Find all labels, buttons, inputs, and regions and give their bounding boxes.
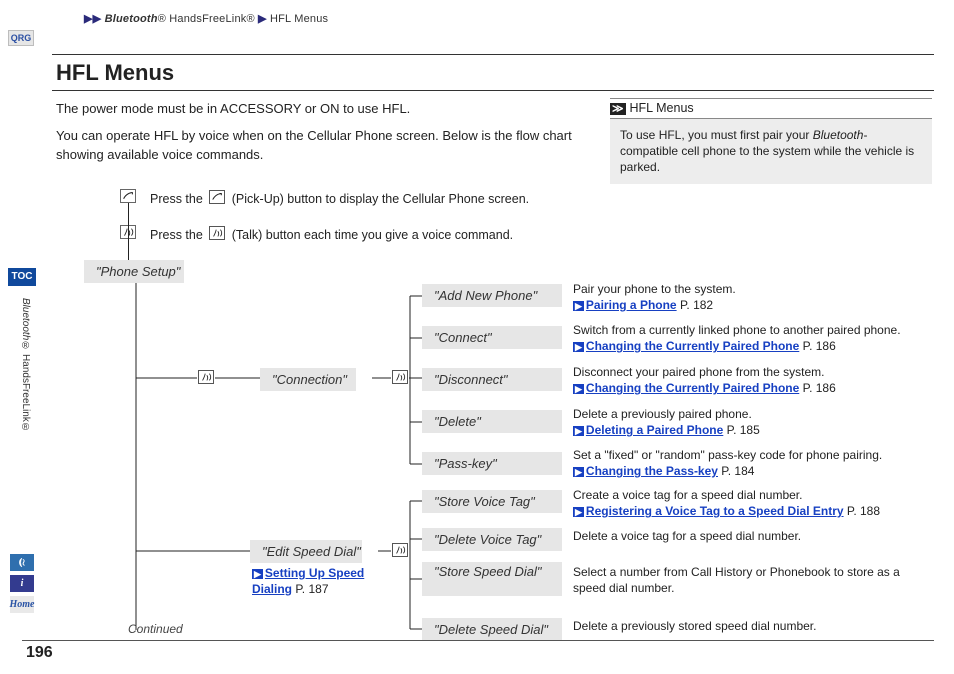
talk-branch-icon (392, 543, 408, 557)
desc-text: Set a "fixed" or "random" pass-key code … (573, 448, 882, 462)
cmd-delete-voice-tag: "Delete Voice Tag" (422, 528, 562, 551)
rule-bottom (22, 640, 934, 641)
desc-text: Pair your phone to the system. (573, 282, 736, 296)
link-page: P. 188 (844, 504, 880, 518)
info-icon[interactable]: i (10, 575, 34, 592)
link-page: P. 185 (723, 423, 759, 437)
breadcrumb-seg-1-name: Bluetooth (105, 13, 158, 25)
flow-line-top (128, 203, 129, 263)
tab-toc[interactable]: TOC (8, 268, 36, 286)
breadcrumb-seg-2: HFL Menus (270, 13, 328, 25)
cmd-connect: "Connect" (422, 326, 562, 349)
pickup-inline-icon (209, 190, 225, 204)
link-changing-passkey[interactable]: Changing the Pass-key (586, 464, 718, 478)
link-page: P. 186 (799, 381, 835, 395)
desc-text: Create a voice tag for a speed dial numb… (573, 488, 802, 502)
cmd-phone-setup: "Phone Setup" (84, 260, 184, 283)
cmd-delete: "Delete" (422, 410, 562, 433)
instruction-talk: Press the (Talk) button each time you gi… (150, 226, 513, 242)
page-title: HFL Menus (56, 60, 174, 86)
desc-text: Select a number from Call History or Pho… (573, 565, 900, 595)
continued-label: Continued (128, 622, 183, 636)
link-arrow-icon: ▶ (573, 507, 584, 517)
desc-text: Switch from a currently linked phone to … (573, 323, 901, 337)
link-deleting-paired-phone[interactable]: Deleting a Paired Phone (586, 423, 723, 437)
cmd-edit-speed-dial: "Edit Speed Dial" (250, 540, 362, 563)
note-body-bt: Bluetooth (813, 128, 864, 142)
side-text-bt: Bluetooth (20, 298, 31, 340)
breadcrumb-arrow-icon: ▶ (258, 13, 267, 25)
link-changing-paired-phone[interactable]: Changing the Currently Paired Phone (586, 339, 799, 353)
link-page: P. 182 (677, 298, 713, 312)
voice-help-icon[interactable]: ⦅≀ (10, 554, 34, 571)
side-icon-bar: ⦅≀ i Home (10, 554, 34, 617)
link-arrow-icon: ▶ (573, 467, 584, 477)
note-body: To use HFL, you must first pair your Blu… (610, 119, 932, 184)
link-page: P. 186 (799, 339, 835, 353)
link-changing-paired-phone[interactable]: Changing the Currently Paired Phone (586, 381, 799, 395)
cmd-store-voice-tag: "Store Voice Tag" (422, 490, 562, 513)
note-box: ≫ HFL Menus To use HFL, you must first pa… (610, 98, 932, 184)
desc-disconnect: Disconnect your paired phone from the sy… (573, 364, 925, 396)
desc-delete: Delete a previously paired phone. ▶Delet… (573, 406, 925, 438)
cmd-add-new-phone: "Add New Phone" (422, 284, 562, 307)
note-heading: ≫ HFL Menus (610, 98, 932, 119)
link-register-voice-tag[interactable]: Registering a Voice Tag to a Speed Dial … (586, 504, 844, 518)
breadcrumb-seg-1-suffix: ® HandsFreeLink® (158, 13, 255, 25)
desc-text: Delete a previously stored speed dial nu… (573, 619, 816, 633)
desc-connect: Switch from a currently linked phone to … (573, 322, 925, 354)
breadcrumb: ▶▶ Bluetooth® HandsFreeLink® ▶ HFL Menus (84, 12, 328, 25)
link-page: P. 187 (292, 582, 328, 596)
instr-talk-post: (Talk) button each time you give a voice… (228, 228, 513, 242)
side-text-rest: ® HandsFreeLink® (20, 340, 31, 433)
note-head-icon: ≫ (610, 103, 626, 115)
desc-text: Delete a previously paired phone. (573, 407, 752, 421)
link-arrow-icon: ▶ (573, 426, 584, 436)
cmd-delete-speed-dial: "Delete Speed Dial" (422, 618, 562, 641)
desc-add-new-phone: Pair your phone to the system. ▶Pairing … (573, 281, 925, 313)
instruction-pickup: Press the (Pick-Up) button to display th… (150, 190, 529, 206)
cmd-pass-key: "Pass-key" (422, 452, 562, 475)
home-icon[interactable]: Home (10, 596, 34, 613)
desc-delete-voice-tag: Delete a voice tag for a speed dial numb… (573, 528, 925, 544)
link-pairing-a-phone[interactable]: Pairing a Phone (586, 298, 677, 312)
intro-text: The power mode must be in ACCESSORY or O… (56, 100, 576, 165)
document-page: ▶▶ Bluetooth® HandsFreeLink® ▶ HFL Menus… (0, 0, 954, 674)
desc-store-speed-dial: Select a number from Call History or Pho… (573, 564, 925, 596)
desc-delete-speed-dial: Delete a previously stored speed dial nu… (573, 618, 925, 634)
tab-qrg[interactable]: QRG (8, 30, 34, 46)
desc-passkey: Set a "fixed" or "random" pass-key code … (573, 447, 925, 479)
desc-text: Delete a voice tag for a speed dial numb… (573, 529, 801, 543)
breadcrumb-arrow-icon: ▶▶ (84, 13, 101, 25)
instr-pickup-pre: Press the (150, 192, 206, 206)
note-head-text: HFL Menus (630, 101, 694, 115)
note-body-pre: To use HFL, you must first pair your (620, 128, 813, 142)
link-arrow-icon: ▶ (573, 342, 584, 352)
desc-store-voice-tag: Create a voice tag for a speed dial numb… (573, 487, 925, 519)
desc-text: Disconnect your paired phone from the sy… (573, 365, 824, 379)
rule-mid (52, 90, 934, 91)
intro-p1: The power mode must be in ACCESSORY or O… (56, 100, 576, 119)
sublink-setting-up-speed-dial: ▶Setting Up Speed Dialing P. 187 (252, 566, 382, 597)
instr-pickup-post: (Pick-Up) button to display the Cellular… (228, 192, 529, 206)
page-number: 196 (26, 644, 53, 662)
talk-inline-icon (209, 226, 225, 240)
intro-p2: You can operate HFL by voice when on the… (56, 127, 576, 165)
side-section-label: Bluetooth® HandsFreeLink® (20, 298, 31, 433)
link-arrow-icon: ▶ (573, 301, 584, 311)
talk-branch-icon (198, 370, 214, 384)
link-arrow-icon: ▶ (252, 569, 263, 579)
link-arrow-icon: ▶ (573, 384, 584, 394)
rule-top (52, 54, 934, 55)
instr-talk-pre: Press the (150, 228, 206, 242)
cmd-store-speed-dial: "Store Speed Dial" (422, 562, 562, 596)
cmd-disconnect: "Disconnect" (422, 368, 562, 391)
talk-branch-icon (392, 370, 408, 384)
pickup-button-icon (120, 189, 136, 203)
link-page: P. 184 (718, 464, 754, 478)
cmd-connection: "Connection" (260, 368, 356, 391)
